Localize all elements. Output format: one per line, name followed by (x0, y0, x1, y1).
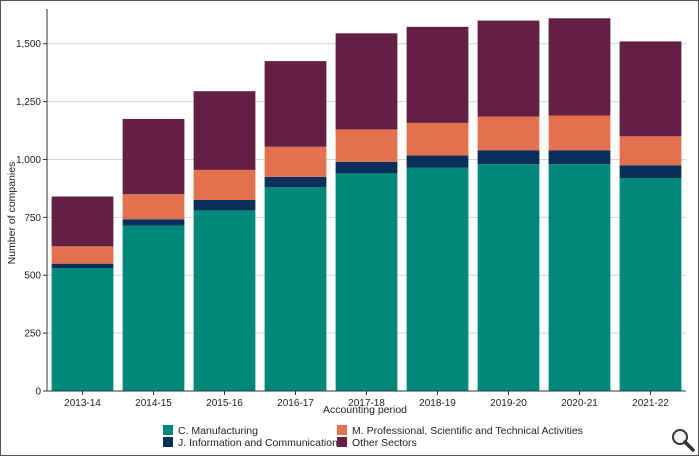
bar-segment (264, 61, 327, 147)
x-tick-label: 2013-14 (64, 398, 101, 409)
legend-swatch (337, 425, 347, 435)
y-tick-label: 0 (35, 387, 41, 398)
legend-label: C. Manufacturing (178, 425, 258, 437)
x-tick-label: 2018-19 (419, 398, 456, 409)
bar-segment (477, 116, 540, 151)
y-tick-label: 750 (24, 213, 41, 224)
magnifier-icon (672, 429, 695, 452)
bar-segment (193, 169, 256, 200)
bar-segment (619, 41, 682, 137)
x-tick-label: 2016-17 (277, 398, 314, 409)
x-tick-label: 2021-22 (632, 398, 669, 409)
axes: 0 250 500 750 1,000 1,250 1,500 2013-14 2014-15 2… (16, 9, 686, 409)
y-tick-label: 1,000 (16, 155, 41, 166)
bar-segment (51, 196, 114, 247)
legend-label: M. Professional, Scientific and Technica… (352, 425, 583, 437)
legend-swatch (163, 425, 173, 435)
bar-segment (335, 33, 398, 130)
bar-segment (477, 164, 540, 391)
bar-segment (548, 115, 611, 151)
bar-segment (335, 129, 398, 162)
legend: C. Manufacturing M. Professional, Scienti… (163, 425, 583, 449)
legend-swatch (163, 437, 173, 447)
y-tick-label: 250 (24, 329, 41, 340)
x-tick-label: 2017-18 (348, 398, 385, 409)
bar-segment (51, 246, 114, 264)
bars (51, 18, 682, 391)
bar-segment (264, 176, 327, 188)
legend-label: Other Sectors (352, 437, 417, 449)
bar-segment (619, 178, 682, 391)
x-axis-title: Accounting period (323, 404, 407, 416)
bar-segment (122, 118, 185, 195)
bar-segment (548, 164, 611, 391)
bar-segment (406, 26, 469, 123)
bar-segment (548, 18, 611, 116)
bar-segment (619, 165, 682, 179)
bar-segment (193, 91, 256, 170)
bar-segment (406, 122, 469, 156)
legend-label: J. Information and Communication (178, 437, 338, 449)
y-tick-label: 1,500 (16, 39, 41, 50)
x-tick-label: 2020-21 (561, 398, 598, 409)
bar-segment (51, 263, 114, 269)
bar-segment (193, 200, 256, 211)
bar-segment (406, 155, 469, 168)
legend-swatch (337, 437, 347, 447)
bar-segment (406, 167, 469, 391)
bar-segment (264, 146, 327, 177)
bar-segment (193, 210, 256, 391)
zoom-button[interactable] (670, 427, 696, 453)
bar-segment (548, 150, 611, 165)
bar-segment (264, 187, 327, 391)
x-tick-label: 2014-15 (135, 398, 172, 409)
bar-segment (477, 150, 540, 165)
bar-segment (335, 161, 398, 174)
y-tick-label: 1,250 (16, 97, 41, 108)
x-tick-label: 2019-20 (490, 398, 527, 409)
bar-segment (122, 225, 185, 391)
bar-segment (51, 268, 114, 391)
y-axis-title: Number of companies (6, 162, 18, 265)
bar-segment (122, 219, 185, 226)
bar-segment (477, 20, 540, 117)
bar-segment (619, 136, 682, 166)
x-tick-label: 2015-16 (206, 398, 243, 409)
bar-segment (122, 194, 185, 220)
y-tick-label: 500 (24, 271, 41, 282)
bar-segment (335, 173, 398, 391)
